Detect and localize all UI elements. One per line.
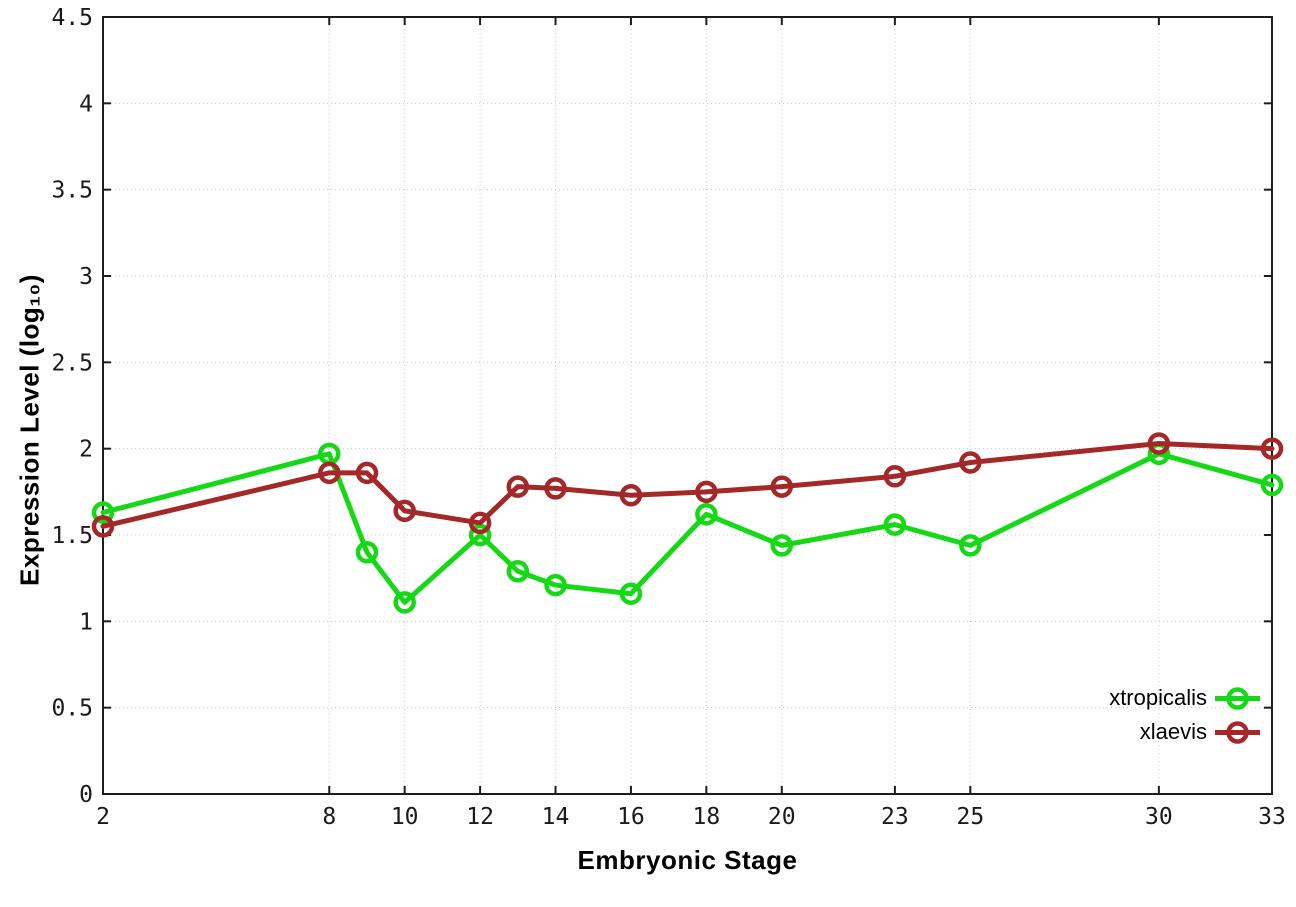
x-tick-label: 2 [96,804,110,830]
y-tick-label: 2.5 [51,350,93,376]
data-point-xlaevis [393,499,416,523]
x-tick-label: 8 [322,804,336,830]
data-point-xlaevis [959,451,982,474]
data-point-xlaevis [506,475,530,498]
data-point-xtropicalis [91,501,115,524]
legend-item-xlaevis: xlaevis [1109,715,1261,749]
x-axis-title: Embryonic Stage [577,845,798,875]
x-tick-label: 25 [956,804,984,830]
data-point-xlaevis [619,484,643,507]
data-point-xlaevis [883,465,907,488]
y-tick-label: 4.5 [51,5,93,31]
data-point-xlaevis [91,515,115,538]
data-point-xtropicalis [770,534,794,557]
x-tick-label: 33 [1258,804,1286,830]
y-tick-label: 3.5 [51,178,93,204]
x-tick-label: 20 [768,804,796,830]
x-tick-label: 30 [1145,804,1173,830]
data-point-xtropicalis [883,513,907,536]
x-tick-label: 23 [881,804,909,830]
data-point-xtropicalis [355,541,379,564]
plot-border [102,16,1273,795]
data-point-xlaevis [318,461,341,485]
y-tick-label: 3 [79,264,93,290]
x-tick-label: 10 [391,804,419,830]
data-point-xlaevis [1260,437,1284,460]
legend-label-xtropicalis: xtropicalis [1109,685,1207,710]
data-point-xtropicalis [695,503,718,526]
x-tick-label: 16 [617,804,645,830]
data-point-xtropicalis [959,534,982,557]
data-point-xlaevis [770,475,794,498]
data-point-xlaevis [355,461,379,485]
data-point-xtropicalis [544,573,567,597]
y-tick-label: 2 [79,437,93,463]
legend-label-xlaevis: xlaevis [1139,719,1207,744]
data-point-xlaevis [468,511,492,535]
y-axis-title: Expression Level (log₁₀) [14,274,45,586]
data-point-xtropicalis [1260,473,1284,497]
data-point-xtropicalis [393,591,416,614]
data-point-xlaevis [544,477,567,500]
legend-marker-xtropicalis [1215,686,1260,710]
legend: xtropicalis xlaevis [1109,681,1261,749]
y-tick-label: 1.5 [51,523,93,549]
y-tick-label: 0.5 [51,696,93,722]
data-point-xtropicalis [468,523,492,547]
x-tick-label: 14 [542,804,570,830]
legend-marker-xlaevis [1215,720,1260,744]
x-tick-label: 12 [466,804,494,830]
data-point-xtropicalis [506,560,530,583]
data-point-xtropicalis [619,582,643,605]
y-tick-label: 0 [79,782,93,808]
data-point-xlaevis [1147,432,1171,455]
legend-item-xtropicalis: xtropicalis [1109,681,1261,715]
y-tick-label: 1 [79,609,93,635]
series-line-xtropicalis [100,451,1275,605]
y-tick-label: 4 [79,91,93,117]
data-point-xlaevis [695,480,718,504]
x-tick-label: 18 [693,804,721,830]
